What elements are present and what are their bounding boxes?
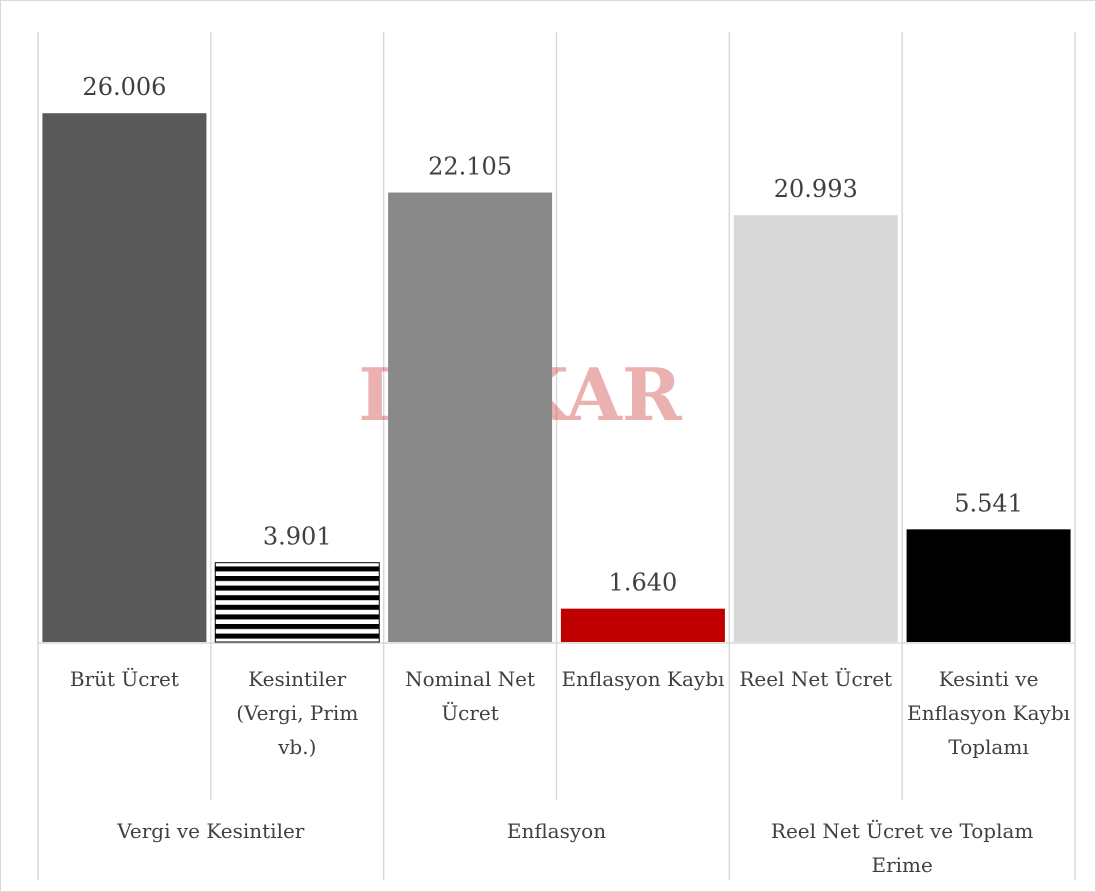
value-label: 3.901 [263, 523, 332, 551]
value-label: 1.640 [609, 569, 678, 597]
value-label: 26.006 [82, 73, 166, 101]
category-label: Enflasyon Kaybı [561, 667, 725, 691]
bar [42, 113, 207, 643]
category-label: Kesinti ve Enflasyon Kaybı Toplamı [907, 667, 1071, 759]
bar [214, 562, 380, 643]
category-label: Nominal Net Ücret [405, 667, 535, 725]
bar [733, 215, 898, 642]
bar [560, 608, 725, 642]
group-label: Vergi ve Kesintiler [117, 819, 305, 843]
category-label: Reel Net Ücret [739, 667, 893, 691]
category-label: Kesintiler (Vergi, Prim vb.) [236, 667, 359, 759]
value-label: 20.993 [774, 175, 858, 203]
group-label: Enflasyon [506, 819, 607, 843]
group-label: Reel Net Ücret ve Toplam Erime [770, 819, 1034, 877]
bar [388, 192, 553, 642]
bar [906, 529, 1071, 642]
category-label: Brüt Ücret [69, 667, 179, 691]
value-label: 5.541 [954, 489, 1023, 517]
value-label: 22.105 [428, 153, 512, 181]
